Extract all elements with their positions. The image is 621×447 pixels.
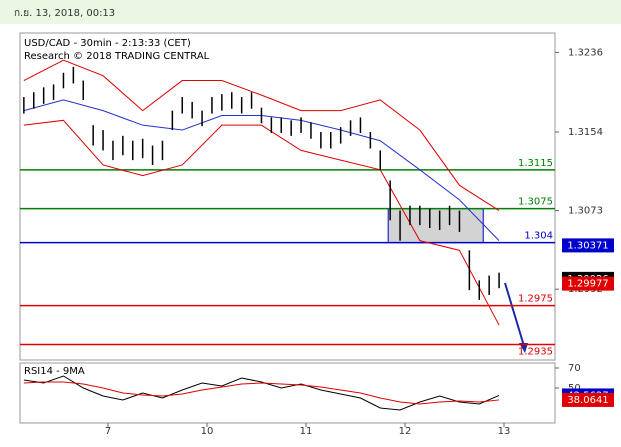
y-tick-label: 1.3236 [568,47,603,58]
indicator-line [23,119,500,326]
chart-subtitle: Research © 2018 TRADING CENTRAL [24,51,210,62]
x-tick-label: 13 [498,426,511,437]
y-tick-label: 1.3154 [568,127,603,138]
rsi-title: RSI14 - 9MA [24,366,85,377]
level-label: 1.2935 [518,346,553,357]
price-tag-label: 1.29977 [567,279,608,290]
y-tick-label: 1.3073 [568,206,603,217]
price-tag-label: 38.0641 [567,395,608,406]
chart-title: USD/CAD - 30min - 2:13:33 (CET) [24,38,191,49]
x-tick-label: 12 [399,426,412,437]
header-bar: ก.ย. 13, 2018, 00:13 [0,0,621,24]
indicator-line [23,59,500,211]
rsi-line [23,381,500,405]
price-tag [562,276,614,291]
level-label: 1.3115 [518,158,553,169]
x-tick-label: 10 [201,426,214,437]
range-zone [387,208,484,244]
y-tick-label: 70 [568,363,581,374]
x-tick-label: 11 [300,426,313,437]
arrow-head [519,343,528,353]
timestamp: ก.ย. 13, 2018, 00:13 [14,8,116,19]
level-label: 1.2975 [518,294,553,305]
projection-arrow [504,282,525,347]
price-tag [562,238,614,253]
price-frame [19,32,556,361]
rsi-frame [19,362,556,424]
price-tag-label: 1.30371 [567,240,608,251]
rsi-line [23,375,500,411]
price-tag [562,392,614,407]
level-label: 1.3075 [518,197,553,208]
level-label: 1.304 [524,231,553,242]
x-tick-label: 7 [105,426,111,437]
